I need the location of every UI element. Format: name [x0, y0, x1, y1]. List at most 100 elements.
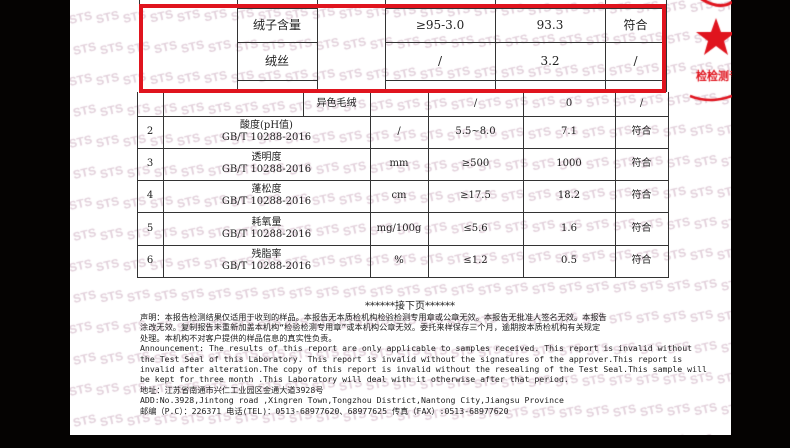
row-number-cell: 4 [137, 180, 163, 212]
table-rule [237, 8, 317, 9]
footer-line: 声明：本报告检测结果仅适用于收到的样品。本报告无本质检机构检验检测专用章或公章无… [140, 312, 607, 322]
report-page: 绒子含量 ≥95-3.0 93.3 符合 绒丝/3.2/异色毛绒/0/2 酸度(pH值) G… [70, 0, 731, 435]
item-cell-text: 酸度(pH值) [240, 120, 293, 131]
result-cell: 93.3 [495, 8, 605, 42]
result-cell-text: 3.2 [540, 54, 560, 68]
footer-line: Announcement: The results of this report… [140, 343, 693, 354]
verdict-cell: 符合 [615, 116, 668, 148]
table-rule [385, 8, 666, 9]
requirement-cell: ≥500 [428, 148, 523, 180]
item-cell-text: 蓬松度 [251, 184, 282, 195]
verdict-cell: 符合 [615, 212, 668, 245]
requirement-cell-text: / [473, 98, 478, 109]
requirement-cell: / [385, 42, 495, 80]
row-number-cell: 5 [137, 212, 163, 245]
item-cell: 残脂率 GB/T 10288-2016 [163, 245, 370, 277]
table-rule [137, 116, 669, 117]
unit-cell-text: mm [389, 158, 409, 169]
requirement-cell-text: ≥17.5 [460, 190, 491, 201]
unit-cell: / [370, 116, 428, 148]
result-cell-text: 93.3 [536, 18, 564, 32]
verdict-cell: 符合 [605, 8, 666, 42]
unit-cell-text: / [397, 126, 401, 137]
table-rule [237, 0, 238, 92]
verdict-cell: / [615, 92, 668, 116]
verdict-cell: 符合 [615, 148, 668, 180]
item-cell-text: 绒丝 [264, 54, 289, 68]
table-rule [385, 80, 666, 81]
table-rule [163, 92, 164, 278]
item-cell-text: GB/T 10288-2016 [221, 164, 312, 175]
footer-line: 处理。本机构不对客户提供的样品信息的真实性负责。 [140, 332, 337, 343]
verdict-cell: 符合 [615, 180, 668, 212]
requirement-cell: ≥17.5 [428, 180, 523, 212]
verdict-cell-text: / [639, 98, 644, 109]
verdict-cell: / [605, 42, 666, 80]
footer-line: 涂改无效。复制报告未重新加盖本机构“检验检测专用章”或本机构公章无效。委托来样保… [140, 322, 601, 333]
footer-line: 邮编（P.C）：226371 电话(TEL)：0513-68977620、689… [140, 405, 509, 416]
table-rule [370, 92, 371, 278]
result-cell: 7.1 [523, 116, 615, 148]
row-number-cell-text: 2 [146, 126, 154, 137]
table-rule [668, 92, 669, 278]
row-number-cell-text: 5 [146, 222, 154, 234]
table-rule [495, 0, 496, 92]
requirement-cell-text: ≥95-3.0 [415, 18, 465, 32]
item-cell: 异色毛绒 [303, 92, 370, 116]
unit-cell: mg/100g [370, 212, 428, 245]
row-number-cell: 2 [137, 116, 163, 148]
item-cell: 蓬松度 GB/T 10288-2016 [163, 180, 370, 212]
item-cell-text: GB/T 10288-2016 [221, 261, 312, 272]
table-rule [137, 212, 669, 213]
unit-cell: % [370, 245, 428, 277]
footer-line: the Test Seal of this Laboratory. This r… [140, 353, 683, 364]
requirement-cell: / [428, 92, 523, 116]
item-cell: 耗氧量 GB/T 10288-2016 [163, 212, 370, 245]
table-rule [237, 42, 317, 43]
item-cell: 绒丝 [237, 42, 317, 80]
table-rule [137, 277, 669, 278]
result-cell: 18.2 [523, 180, 615, 212]
requirement-cell: 5.5~8.0 [428, 116, 523, 148]
table-rule [137, 148, 669, 149]
result-cell: 1.6 [523, 212, 615, 245]
verdict-cell-text: 符合 [623, 18, 648, 32]
row-number-cell: 6 [137, 245, 163, 277]
item-cell-text: 残脂率 [251, 249, 282, 260]
requirement-cell: ≥95-3.0 [385, 8, 495, 42]
verdict-cell-text: / [633, 54, 638, 68]
item-cell-text: GB/T 10288-2016 [221, 228, 312, 240]
verdict-cell-text: 符合 [631, 126, 652, 137]
verdict-cell-text: 符合 [631, 158, 652, 169]
result-cell-text: 7.1 [561, 126, 577, 137]
announcement-footer: 声明：本报告检测结果仅适用于收到的样品。本报告无本质检机构检验检测专用章或公章无… [140, 312, 720, 416]
requirement-cell: ≤5.6 [428, 212, 523, 245]
unit-cell-text: % [394, 255, 404, 266]
item-cell-text: 绒子含量 [252, 18, 301, 32]
verdict-cell: 符合 [615, 245, 668, 277]
table-rule [523, 92, 524, 278]
row-number-cell-text: 6 [146, 255, 154, 266]
item-cell: 透明度 GB/T 10288-2016 [163, 148, 370, 180]
highlight-box [139, 4, 666, 93]
verdict-cell-text: 符合 [631, 255, 652, 266]
footer-line: 地址：江苏省南通市兴仁工业园区金通大道3928号 [140, 384, 324, 395]
result-cell-text: 0 [565, 98, 573, 109]
item-cell-text: 耗氧量 [251, 216, 282, 228]
item-cell-text: 异色毛绒 [316, 98, 357, 109]
item-cell-text: GB/T 10288-2016 [221, 196, 312, 207]
result-cell-text: 1.6 [561, 222, 577, 234]
item-cell: 绒子含量 [237, 8, 317, 42]
table-rule [303, 92, 304, 116]
table-rule [137, 245, 669, 246]
footer-line: ADD:No.3928,Jintong road ,Xingren Town,T… [140, 395, 564, 406]
result-cell: 1000 [523, 148, 615, 180]
row-number-cell-text: 3 [146, 158, 154, 169]
table-rule [137, 92, 138, 278]
result-cell: 0.5 [523, 245, 615, 277]
table-rule [317, 0, 318, 92]
item-cell-text: 透明度 [251, 152, 282, 163]
requirement-cell-text: ≥500 [461, 158, 490, 169]
result-cell: 0 [523, 92, 615, 116]
star-icon [688, 0, 732, 105]
